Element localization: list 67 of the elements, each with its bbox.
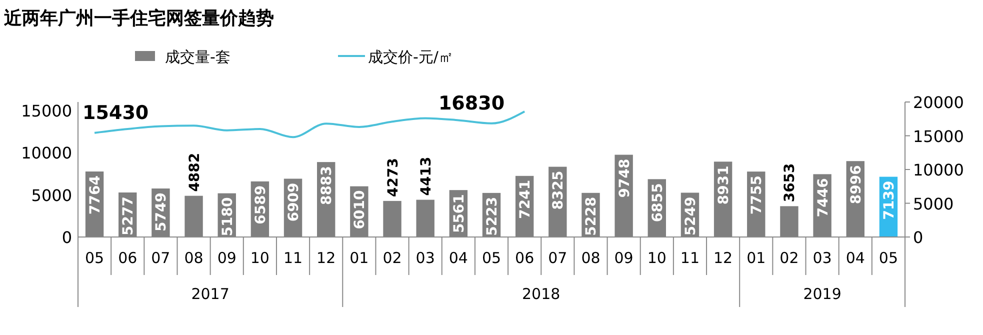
data-label: 7139 — [881, 180, 898, 220]
data-label: 5180 — [220, 197, 236, 236]
y-tick-label: 15000 — [21, 101, 72, 120]
x-tick-label: 05 — [878, 249, 898, 267]
x-tick-label: 10 — [250, 249, 270, 267]
data-label: 6010 — [352, 190, 368, 230]
data-label: 4413 — [418, 156, 434, 196]
data-label: 5228 — [584, 196, 600, 236]
x-tick-label: 12 — [316, 249, 336, 267]
data-label: 9748 — [616, 158, 633, 198]
data-label: 5223 — [484, 196, 500, 236]
data-label: 7241 — [518, 180, 534, 219]
data-label: 5249 — [682, 196, 699, 236]
x-tick-label: 02 — [382, 249, 402, 267]
x-tick-label: 04 — [448, 249, 468, 267]
data-label: 5749 — [154, 192, 170, 232]
x-tick-label: 08 — [184, 249, 204, 267]
data-label: 7446 — [815, 178, 832, 218]
text: 2017 — [191, 285, 230, 303]
x-tick-label: 11 — [283, 249, 303, 267]
chart-title: 近两年广州一手住宅网签量价趋势 — [3, 8, 274, 29]
x-tick-label: 03 — [416, 249, 435, 267]
data-label: 16830 — [438, 92, 505, 114]
data-label: 8996 — [848, 165, 864, 204]
data-label: 6589 — [252, 185, 269, 224]
data-label: 8883 — [319, 166, 336, 206]
legend-label: 成交价-元/㎡ — [368, 48, 454, 66]
y-tick-label: 0 — [62, 228, 72, 247]
x-tick-label: 06 — [515, 249, 534, 267]
text: 2018 — [522, 285, 560, 303]
data-label: 8325 — [550, 170, 567, 210]
x-tick-label: 03 — [812, 249, 832, 267]
x-tick-label: 07 — [548, 249, 568, 267]
x-tick-label: 09 — [217, 249, 236, 267]
x-tick-label: 01 — [350, 249, 369, 267]
data-label: 7764 — [88, 175, 104, 214]
x-tick-label: 09 — [614, 249, 634, 267]
data-label: 8931 — [716, 166, 732, 205]
y2-tick-label: 20000 — [913, 93, 964, 112]
y2-tick-label: 15000 — [913, 126, 964, 146]
x-tick-label: 05 — [482, 249, 502, 267]
data-label: 3653 — [782, 163, 798, 202]
data-label: 15430 — [82, 102, 149, 124]
data-label: 7755 — [749, 176, 766, 215]
data-label: 6909 — [286, 182, 302, 222]
x-tick-label: 04 — [846, 249, 865, 267]
x-tick-label: 10 — [647, 249, 666, 267]
y2-tick-label: 0 — [913, 228, 924, 247]
x-tick-label: 11 — [680, 249, 700, 267]
data-label: 5277 — [120, 196, 137, 236]
x-tick-label: 01 — [746, 249, 766, 267]
y-tick-label: 5000 — [31, 186, 72, 205]
x-tick-label: 12 — [714, 249, 733, 267]
x-tick-label: 06 — [118, 249, 138, 267]
y2-tick-label: 10000 — [913, 160, 964, 180]
y2-tick-label: 5000 — [913, 194, 954, 214]
y-tick-label: 10000 — [21, 144, 72, 163]
x-tick-label: 05 — [84, 249, 104, 267]
x-tick-label: 02 — [780, 249, 799, 267]
x-tick-label: 08 — [581, 249, 600, 267]
data-label: 4273 — [385, 158, 402, 197]
data-label: 6855 — [650, 183, 666, 222]
text: 2019 — [803, 285, 842, 303]
data-label: 4882 — [186, 152, 203, 192]
legend-label: 成交量-套 — [165, 48, 230, 66]
x-tick-label: 07 — [151, 249, 170, 267]
data-label: 5561 — [451, 194, 468, 234]
